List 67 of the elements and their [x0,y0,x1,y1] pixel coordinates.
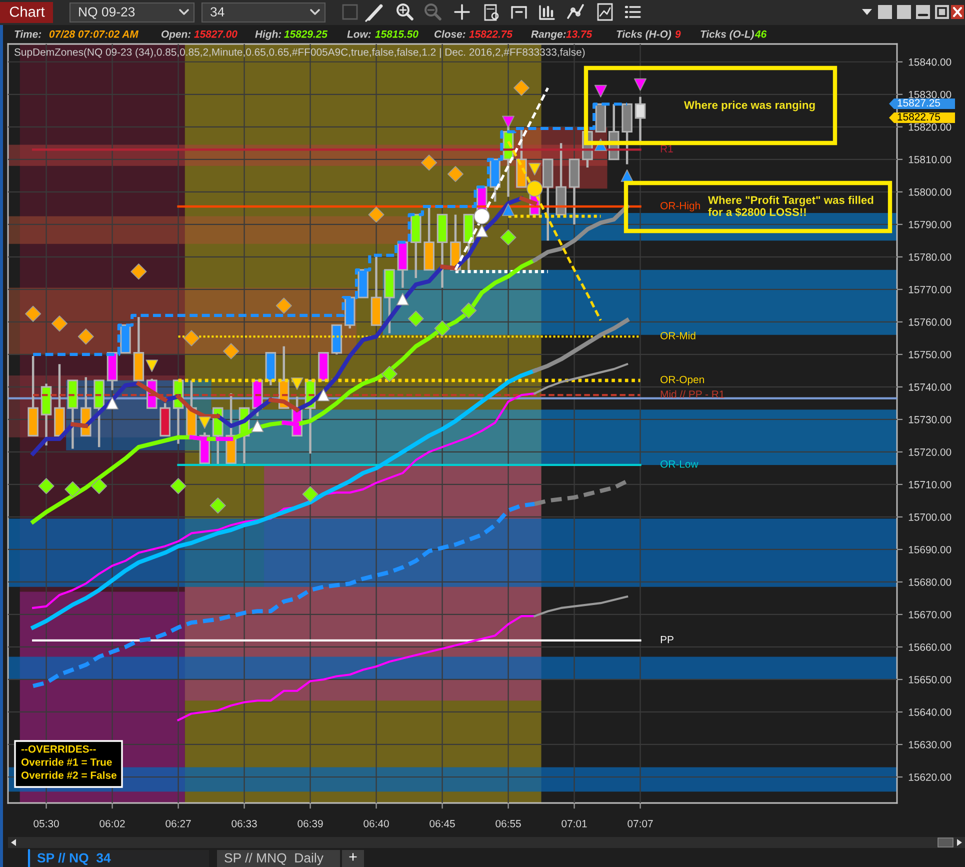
y-tick-label: 15670.00 [908,610,952,618]
y-tick-label: 15760.00 [908,318,952,326]
text: SP // NQ 34 [37,852,111,866]
y-tick-label: 15690.00 [908,546,952,554]
y-tick-label: 15630.00 [908,740,952,748]
annotation: SupDemZones(NQ 09-23 (34),0.85,0.85,2,Minute,0.65,0.65,#FF005A9C,true,false,false,1.2 | Dec. 2016,2,#FF833333,false) [14,48,585,58]
y-tick-label: 15620.00 [908,773,952,781]
text: Close: [434,30,466,38]
y-tick-label: 15840.00 [908,58,952,66]
y-tick-label: 15750.00 [908,350,952,358]
y-tick-label: 15790.00 [908,220,952,228]
text: Range: [531,30,566,40]
text: 07/28 07:07:02 AM [49,30,139,38]
series-label: Mid // PP - R1 [660,390,724,398]
y-tick-label: 15660.00 [908,643,952,651]
series-label: OR-High [660,202,700,212]
x-tick-label: 07:07 [628,820,653,828]
x-tick-label: 05:30 [34,820,59,828]
text: 46 [754,30,767,38]
x-tick-label: 06:02 [100,820,125,828]
text: 34 [210,7,224,17]
x-tick-label: 06:45 [430,820,455,828]
series-label: OR-Open [660,376,704,386]
y-tick-label: 15640.00 [908,708,952,716]
x-tick-label: 06:33 [232,820,257,828]
series-label: OR-Mid [660,332,696,340]
y-tick-label: 15820.00 [908,123,952,131]
series-label: PP [660,636,674,644]
x-tick-label: 06:27 [166,820,191,828]
y-tick-label: 15680.00 [908,578,952,586]
text: Open: [162,30,191,40]
y-tick-label: 15800.00 [908,188,952,196]
text: SP // MNQ Daily [224,852,324,866]
y-tick-label: 15720.00 [908,448,952,456]
text: 15829.25 [284,30,328,38]
y-tick-label: 15740.00 [908,383,952,391]
text: 13.75 [566,30,592,38]
annotation: --OVERRIDES-- Override #1 = True Override #2 = False [21,745,116,779]
text: 15822.75 [469,30,513,38]
text: 15822.75 [898,113,940,121]
x-tick-label: 06:40 [364,820,389,828]
text: + [349,853,357,861]
text: High: [255,30,282,40]
series-label: R1 [660,145,673,152]
y-tick-label: 15700.00 [908,513,952,521]
text: 15827.25 [898,99,940,107]
y-tick-label: 15650.00 [908,676,952,684]
text: NQ 09-23 [79,7,135,19]
text: 15827.00 [194,30,238,38]
annotation: Where "Profit Target" was filled for a $2800 LOSS!! [708,196,874,217]
text: Time: [14,30,42,38]
text: 9 [675,30,681,38]
y-tick-label: 15830.00 [908,90,952,98]
text: Ticks (O-L) [700,30,754,40]
text: Chart [10,6,45,17]
text: 15815.50 [375,30,418,38]
y-tick-label: 15710.00 [908,480,952,488]
annotation: Where price was ranging [684,100,815,112]
x-tick-label: 06:39 [298,820,323,828]
text: Low: [347,30,371,38]
y-tick-label: 15770.00 [908,286,952,294]
x-tick-label: 06:55 [496,820,521,828]
y-tick-label: 15780.00 [908,253,952,261]
text: Ticks (H-O) [616,30,672,40]
y-tick-label: 15730.00 [908,416,952,424]
y-tick-label: 15810.00 [908,156,952,164]
x-tick-label: 07:01 [562,820,587,828]
